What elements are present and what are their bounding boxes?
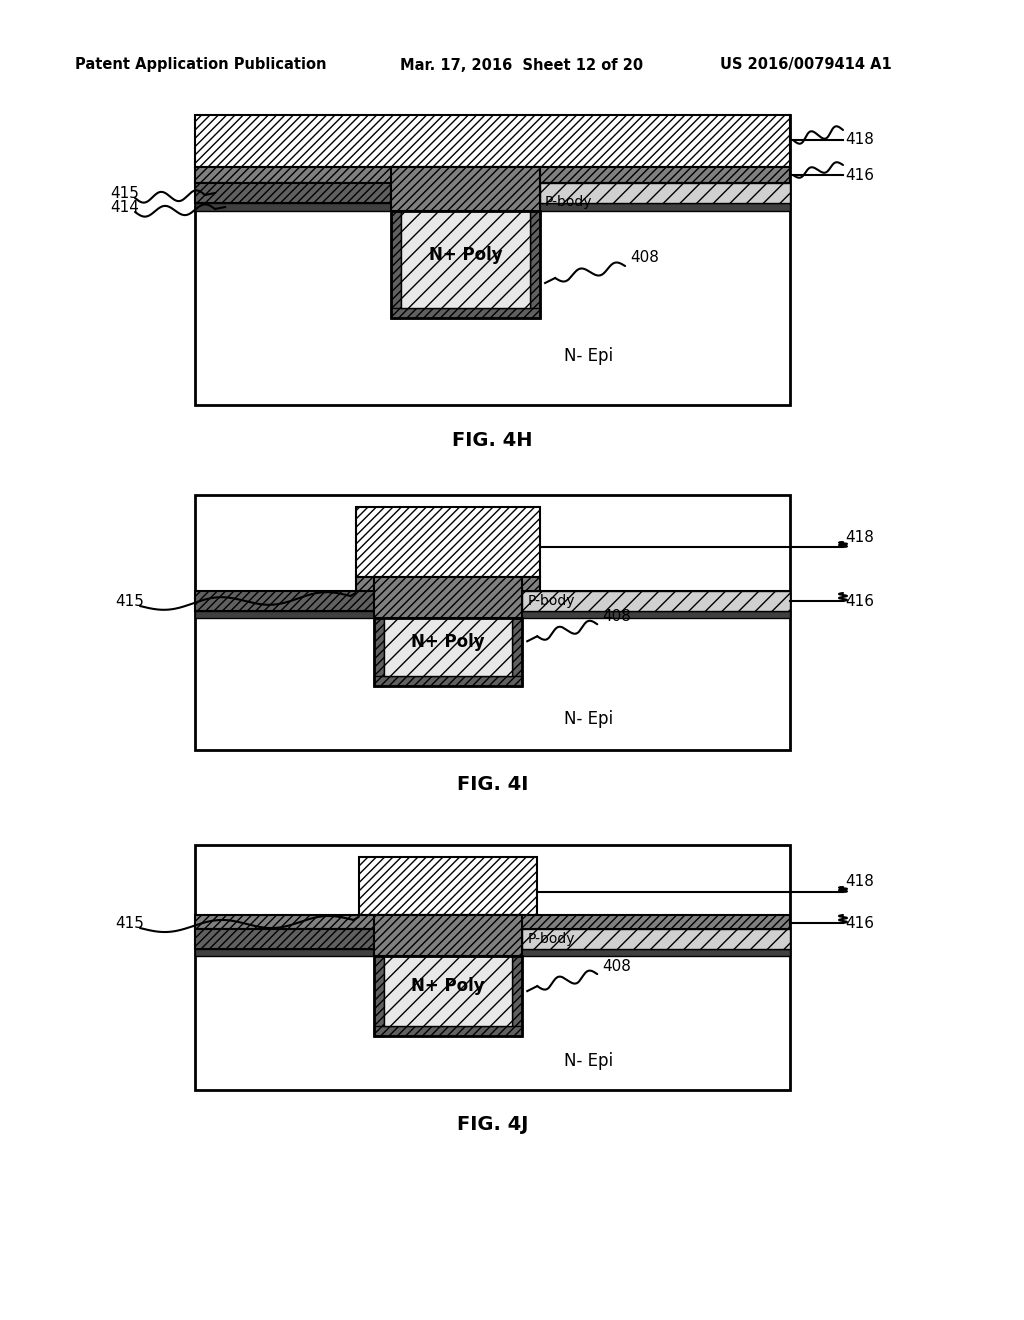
Bar [374, 956, 384, 1036]
Bar [522, 591, 790, 611]
Text: 418: 418 [845, 529, 873, 544]
Text: 418: 418 [845, 132, 873, 148]
Bar [195, 115, 790, 405]
Bar [195, 495, 790, 750]
Text: 408: 408 [630, 251, 659, 265]
Text: Mar. 17, 2016  Sheet 12 of 20: Mar. 17, 2016 Sheet 12 of 20 [400, 58, 643, 73]
Text: N+ Poly: N+ Poly [411, 977, 484, 995]
Text: 415: 415 [110, 186, 139, 201]
Bar [540, 183, 790, 203]
Bar [374, 1026, 522, 1036]
Bar [391, 211, 540, 318]
Bar [195, 915, 790, 929]
Text: 408: 408 [602, 958, 631, 974]
Text: US 2016/0079414 A1: US 2016/0079414 A1 [720, 58, 892, 73]
Bar [195, 929, 374, 949]
Bar [401, 211, 530, 308]
Text: 416: 416 [845, 168, 874, 182]
Bar [522, 577, 541, 591]
Bar [355, 577, 374, 591]
Bar [384, 956, 512, 1026]
Bar [530, 211, 540, 318]
Text: N+ Poly: N+ Poly [429, 246, 503, 264]
Bar [540, 183, 790, 203]
Bar [391, 168, 540, 211]
Text: P-body: P-body [527, 932, 574, 946]
Bar [391, 211, 401, 318]
Text: FIG. 4J: FIG. 4J [457, 1115, 528, 1134]
Bar [195, 168, 790, 183]
Bar [374, 618, 384, 686]
Text: P-body: P-body [527, 594, 574, 609]
Text: P-body: P-body [545, 195, 593, 209]
Bar [512, 956, 522, 1036]
Bar [195, 611, 790, 618]
Bar [374, 618, 522, 686]
Text: N- Epi: N- Epi [564, 710, 613, 729]
Bar [355, 507, 541, 577]
Bar [391, 308, 540, 318]
Bar [195, 115, 790, 168]
Bar [374, 577, 522, 618]
Text: 416: 416 [845, 916, 874, 931]
Bar [358, 857, 538, 915]
Text: 408: 408 [602, 609, 631, 624]
Bar [195, 183, 391, 203]
Bar [384, 618, 512, 676]
Text: 415: 415 [115, 916, 144, 931]
Bar [195, 591, 374, 611]
Text: 418: 418 [845, 874, 873, 890]
Bar [195, 949, 790, 956]
Text: Patent Application Publication: Patent Application Publication [75, 58, 327, 73]
Bar [522, 591, 790, 611]
Text: 415: 415 [115, 594, 144, 609]
Bar [522, 929, 790, 949]
Bar [512, 618, 522, 686]
Bar [195, 845, 790, 1090]
Bar [195, 203, 790, 211]
Bar [374, 956, 522, 1036]
Text: N+ Poly: N+ Poly [411, 634, 484, 651]
Text: N- Epi: N- Epi [564, 347, 613, 364]
Text: FIG. 4I: FIG. 4I [457, 776, 528, 795]
Text: 414: 414 [110, 199, 139, 214]
Text: 416: 416 [845, 594, 874, 609]
Bar [374, 915, 522, 956]
Text: N- Epi: N- Epi [564, 1052, 613, 1069]
Text: FIG. 4H: FIG. 4H [453, 430, 532, 450]
Bar [374, 676, 522, 686]
